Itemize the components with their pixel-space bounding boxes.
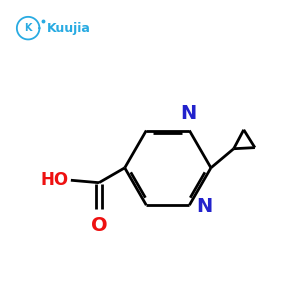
Text: K: K [24, 23, 32, 33]
Text: Kuujia: Kuujia [47, 22, 91, 34]
Text: N: N [180, 104, 196, 123]
Text: O: O [91, 216, 107, 235]
Text: HO: HO [40, 171, 68, 189]
Text: N: N [196, 197, 212, 216]
